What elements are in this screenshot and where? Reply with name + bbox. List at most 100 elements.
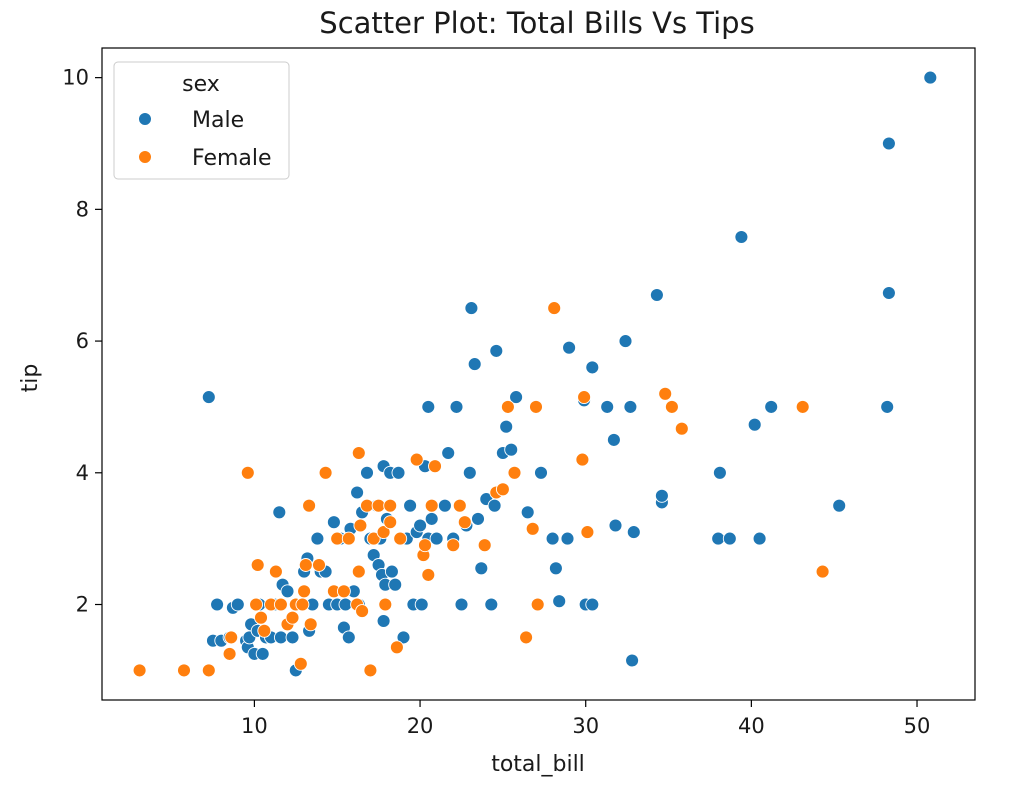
data-point-male (764, 399, 779, 414)
data-point-male (881, 136, 896, 151)
data-point-female (547, 301, 562, 316)
data-point-male (384, 564, 399, 579)
data-point-female (389, 640, 404, 655)
data-point-male (489, 343, 504, 358)
data-point-male (509, 390, 524, 405)
data-point-male (467, 357, 482, 372)
data-point-female (336, 584, 351, 599)
data-point-female (222, 646, 237, 661)
data-point-female (452, 498, 467, 513)
x-tick-label: 40 (738, 714, 765, 738)
data-point-female (224, 630, 239, 645)
data-point-female (341, 531, 356, 546)
data-point-female (250, 558, 265, 572)
data-point-male (310, 531, 325, 546)
data-point-female (295, 597, 310, 612)
data-point-male (923, 70, 938, 85)
data-point-male (272, 505, 287, 520)
data-point-female (495, 482, 510, 497)
data-point-female (393, 531, 408, 546)
legend-label-male: Male (192, 108, 244, 133)
data-point-male (326, 515, 341, 530)
data-point-female (366, 531, 381, 546)
data-point-female (353, 518, 368, 533)
data-point-female (303, 617, 318, 632)
data-points (132, 70, 938, 678)
data-point-female (297, 584, 312, 599)
data-point-male (273, 630, 288, 645)
data-point-male (712, 465, 727, 480)
legend-marker-female (138, 150, 152, 164)
y-axis-label: tip (18, 364, 43, 393)
data-point-male (504, 442, 519, 457)
data-point-female (201, 663, 216, 678)
data-point-male (396, 630, 411, 645)
data-point-male (585, 597, 600, 612)
data-point-female (580, 525, 595, 540)
legend-box (113, 61, 290, 180)
data-point-female (257, 623, 272, 638)
y-tick-label: 4 (76, 461, 89, 485)
axis-ticks: 10 20 30 40 50 2 4 6 8 10 (62, 66, 930, 738)
data-point-male (545, 531, 560, 546)
data-point-male (391, 465, 406, 480)
y-tick-label: 8 (76, 197, 89, 221)
data-point-male (230, 597, 245, 612)
legend-marker-male (138, 112, 152, 126)
data-point-female (285, 610, 300, 625)
x-tick-label: 20 (407, 714, 434, 738)
data-point-female (519, 630, 534, 645)
data-point-male (464, 301, 479, 316)
chart-title: Scatter Plot: Total Bills Vs Tips (319, 6, 754, 40)
data-point-female (378, 597, 393, 612)
data-point-female (360, 498, 374, 513)
data-point-female (351, 564, 366, 579)
data-point-male (654, 488, 669, 503)
data-point-male (649, 288, 664, 302)
legend-title: sex (182, 72, 220, 97)
data-point-female (312, 558, 326, 572)
data-point-male (285, 630, 300, 645)
data-point-female (351, 446, 366, 460)
series-female (132, 301, 830, 678)
data-point-female (409, 452, 424, 467)
data-point-male (722, 531, 737, 546)
data-point-male (376, 614, 391, 628)
data-point-male (747, 417, 762, 432)
data-point-male (350, 485, 365, 500)
series-male (201, 70, 938, 678)
legend: sex Male Female (113, 61, 290, 180)
data-point-female (363, 663, 378, 678)
data-point-female (525, 521, 540, 536)
data-point-male (437, 498, 452, 513)
data-point-male (623, 399, 638, 414)
data-point-female (355, 604, 370, 619)
data-point-male (429, 531, 444, 546)
data-point-female (383, 498, 398, 513)
y-tick-label: 10 (62, 66, 89, 90)
plot-area (101, 47, 976, 701)
data-point-male (711, 531, 726, 546)
data-point-female (293, 656, 308, 671)
data-point-male (734, 230, 749, 244)
data-point-male (548, 561, 563, 576)
x-axis-label: total_bill (491, 752, 585, 777)
data-point-female (132, 663, 147, 678)
data-point-female (302, 498, 317, 513)
data-point-male (414, 597, 429, 612)
data-point-female (530, 597, 545, 612)
data-point-male (881, 286, 896, 300)
data-point-female (376, 525, 391, 540)
data-point-male (413, 518, 428, 533)
data-point-male (474, 561, 489, 576)
data-point-male (471, 511, 485, 526)
data-point-female (330, 531, 345, 546)
data-point-male (618, 334, 633, 349)
data-point-female (273, 597, 288, 612)
data-point-male (454, 597, 469, 612)
data-point-male (880, 399, 895, 414)
data-point-female (177, 663, 191, 678)
data-point-female (575, 452, 590, 467)
data-point-female (795, 399, 810, 414)
